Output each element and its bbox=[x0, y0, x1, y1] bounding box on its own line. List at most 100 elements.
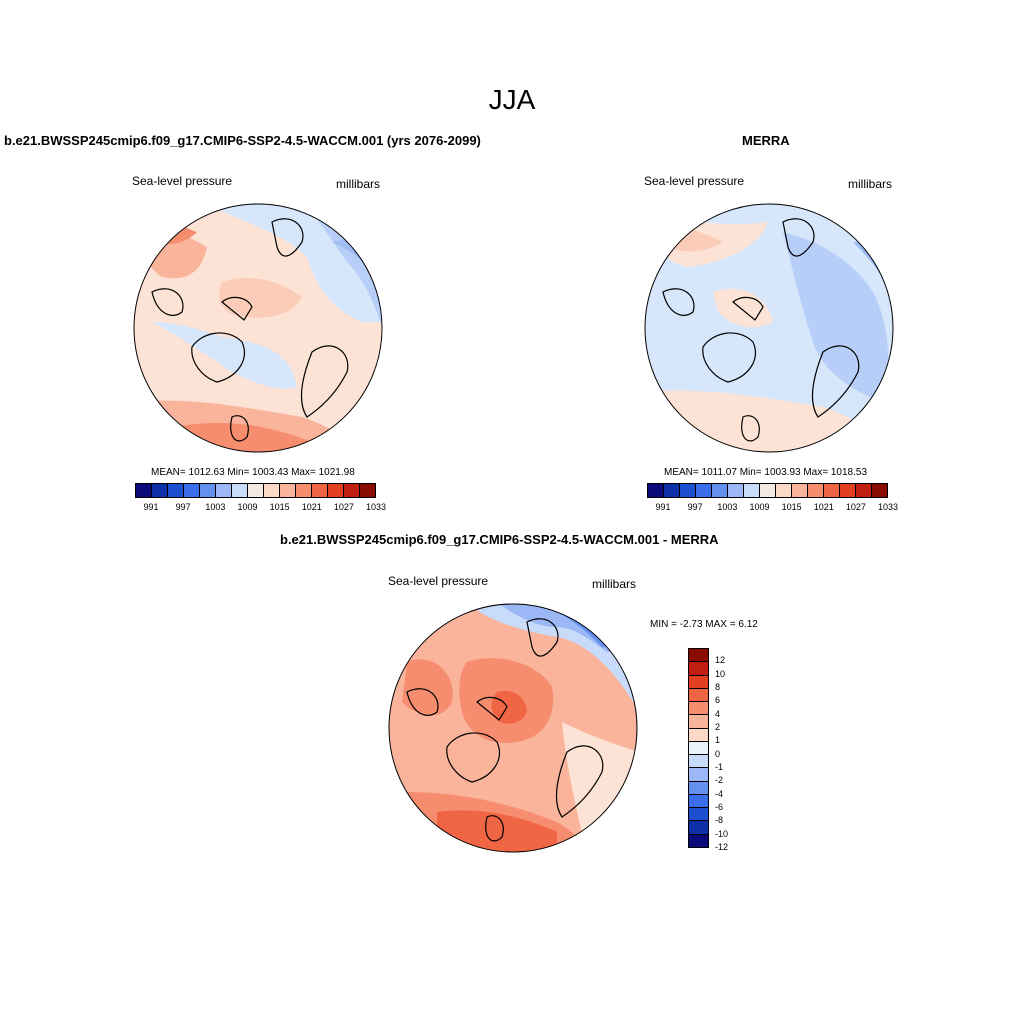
obs-colorbar-tick-label: 1015 bbox=[781, 502, 802, 512]
model-colorbar-tick-label: 991 bbox=[143, 502, 159, 512]
obs-colorbar-swatch bbox=[792, 484, 808, 497]
model-colorbar-swatch bbox=[200, 484, 216, 497]
diff-west-positive bbox=[402, 659, 453, 716]
diff-colorbar-swatch bbox=[689, 741, 708, 756]
obs-colorbar-tick-label: 1033 bbox=[877, 502, 899, 512]
diff-colorbar-tick-label: 2 bbox=[715, 722, 721, 732]
model-colorbar-tick-label: 1015 bbox=[269, 502, 290, 512]
obs-variable-label: Sea-level pressure bbox=[644, 174, 745, 188]
model-stats: MEAN= 1012.63 Min= 1003.43 Max= 1021.98 bbox=[151, 467, 355, 478]
diff-map-border bbox=[388, 603, 638, 853]
obs-colorbar-swatch bbox=[872, 484, 887, 497]
diff-colorbar-swatch bbox=[689, 649, 708, 663]
model-colorbar-swatch bbox=[312, 484, 328, 497]
diff-colorbar-swatch bbox=[689, 662, 708, 676]
model-colorbar-tick-label: 1033 bbox=[365, 502, 387, 512]
diff-colorbar-swatch bbox=[689, 821, 708, 835]
obs-colorbar-labels: 991 997 1003 1009 1015 1021 1027 1033 bbox=[647, 502, 898, 514]
obs-colorbar-swatch bbox=[840, 484, 856, 497]
model-colorbar-labels: 991 997 1003 1009 1015 1021 1027 1033 bbox=[135, 502, 386, 514]
obs-colorbar-tick-label: 1021 bbox=[813, 502, 834, 512]
model-colorbar-swatch bbox=[152, 484, 168, 497]
diff-colorbar-swatch bbox=[689, 715, 708, 729]
diff-colorbar-tick-label: 1 bbox=[715, 735, 721, 746]
obs-colorbar-swatch bbox=[744, 484, 760, 497]
model-colorbar-tick-label: 1003 bbox=[205, 502, 226, 512]
diff-colorbar bbox=[688, 648, 709, 848]
obs-colorbar-swatch bbox=[776, 484, 792, 497]
diff-colorbar-tick-label: 8 bbox=[715, 682, 721, 692]
model-colorbar-swatch bbox=[184, 484, 200, 497]
diff-polar-map bbox=[388, 603, 638, 853]
diff-colorbar-tick-label: 10 bbox=[715, 668, 726, 679]
diff-units-label: millibars bbox=[592, 577, 637, 591]
diff-colorbar-tick-label: 12 bbox=[715, 655, 726, 666]
diff-colorbar-swatch bbox=[689, 768, 708, 782]
model-colorbar-swatch bbox=[360, 484, 375, 497]
model-colorbar-tick-label: 1027 bbox=[333, 502, 354, 512]
diff-colorbar-swatch bbox=[689, 688, 708, 703]
model-colorbar-swatch bbox=[216, 484, 232, 497]
diff-colorbar-tick-label: 0 bbox=[715, 748, 721, 759]
diff-colorbar-tick-label: -2 bbox=[715, 775, 724, 786]
obs-colorbar-tick-label: 997 bbox=[687, 502, 703, 512]
diff-colorbar-tick-label: -12 bbox=[715, 842, 729, 852]
obs-colorbar-swatch bbox=[680, 484, 696, 497]
diff-colorbar-tick-label: -1 bbox=[715, 762, 724, 772]
obs-map-border bbox=[644, 203, 894, 453]
model-colorbar-swatch bbox=[248, 484, 264, 497]
obs-colorbar-swatch bbox=[856, 484, 872, 497]
model-colorbar-swatch bbox=[296, 484, 312, 497]
model-units-label: millibars bbox=[336, 177, 381, 191]
diff-panel-title: b.e21.BWSSP245cmip6.f09_g17.CMIP6-SSP2-4… bbox=[280, 532, 719, 547]
model-low-region-3 bbox=[152, 322, 297, 389]
diff-coastlines bbox=[406, 618, 604, 842]
diff-colorbar-swatch bbox=[689, 808, 708, 822]
model-colorbar-swatch bbox=[136, 484, 152, 497]
diff-colorbar-tick-label: -8 bbox=[715, 815, 724, 826]
diff-colorbar-swatch bbox=[689, 755, 708, 769]
obs-colorbar-swatch bbox=[808, 484, 824, 497]
diff-colorbar-swatch bbox=[689, 781, 708, 795]
diff-colorbar-swatch bbox=[689, 794, 708, 809]
diff-colorbar-swatch bbox=[689, 728, 708, 742]
obs-units-label: millibars bbox=[848, 177, 893, 191]
obs-colorbar-swatch bbox=[696, 484, 712, 497]
model-central-high bbox=[219, 277, 302, 318]
obs-colorbar-tick-label: 1027 bbox=[845, 502, 866, 512]
obs-stats: MEAN= 1011.07 Min= 1003.93 Max= 1018.53 bbox=[664, 467, 868, 478]
obs-colorbar-swatch bbox=[664, 484, 680, 497]
diff-colorbar-swatch bbox=[689, 834, 708, 847]
model-map-border bbox=[133, 203, 383, 453]
model-colorbar-tick-label: 1021 bbox=[301, 502, 322, 512]
model-panel-title: b.e21.BWSSP245cmip6.f09_g17.CMIP6-SSP2-4… bbox=[4, 133, 481, 148]
diff-colorbar-tick-label: -10 bbox=[715, 828, 729, 839]
obs-polar-map bbox=[644, 203, 894, 453]
model-colorbar-swatch bbox=[280, 484, 296, 497]
model-colorbar-swatch bbox=[344, 484, 360, 497]
diff-colorbar-tick-label: 6 bbox=[715, 695, 721, 706]
model-polar-map bbox=[133, 203, 383, 453]
model-colorbar-tick-label: 997 bbox=[175, 502, 191, 512]
model-colorbar-swatch bbox=[232, 484, 248, 497]
obs-colorbar-swatch bbox=[648, 484, 664, 497]
obs-colorbar-tick-label: 1003 bbox=[717, 502, 738, 512]
figure-title: JJA bbox=[488, 84, 536, 115]
obs-colorbar-swatch bbox=[728, 484, 744, 497]
diff-colorbar-tick-label: -4 bbox=[715, 788, 724, 799]
diff-variable-label: Sea-level pressure bbox=[388, 574, 489, 588]
diff-colorbar-labels: 12 10 8 6 4 2 1 0 -1 -2 -4 -6 -8 -10 -12 bbox=[715, 648, 755, 852]
obs-colorbar-swatch bbox=[824, 484, 840, 497]
model-colorbar bbox=[135, 483, 376, 498]
model-colorbar-swatch bbox=[168, 484, 184, 497]
diff-colorbar-tick-label: 4 bbox=[715, 708, 721, 719]
diff-stats: MIN = -2.73 MAX = 6.12 bbox=[650, 619, 758, 630]
diff-colorbar-swatch bbox=[689, 702, 708, 716]
obs-colorbar-tick-label: 991 bbox=[655, 502, 671, 512]
obs-colorbar-swatch bbox=[712, 484, 728, 497]
diff-colorbar-tick-label: -6 bbox=[715, 802, 724, 812]
model-variable-label: Sea-level pressure bbox=[132, 174, 233, 188]
diff-colorbar-swatch bbox=[689, 675, 708, 689]
diff-central-core bbox=[491, 690, 527, 724]
model-colorbar-swatch bbox=[264, 484, 280, 497]
